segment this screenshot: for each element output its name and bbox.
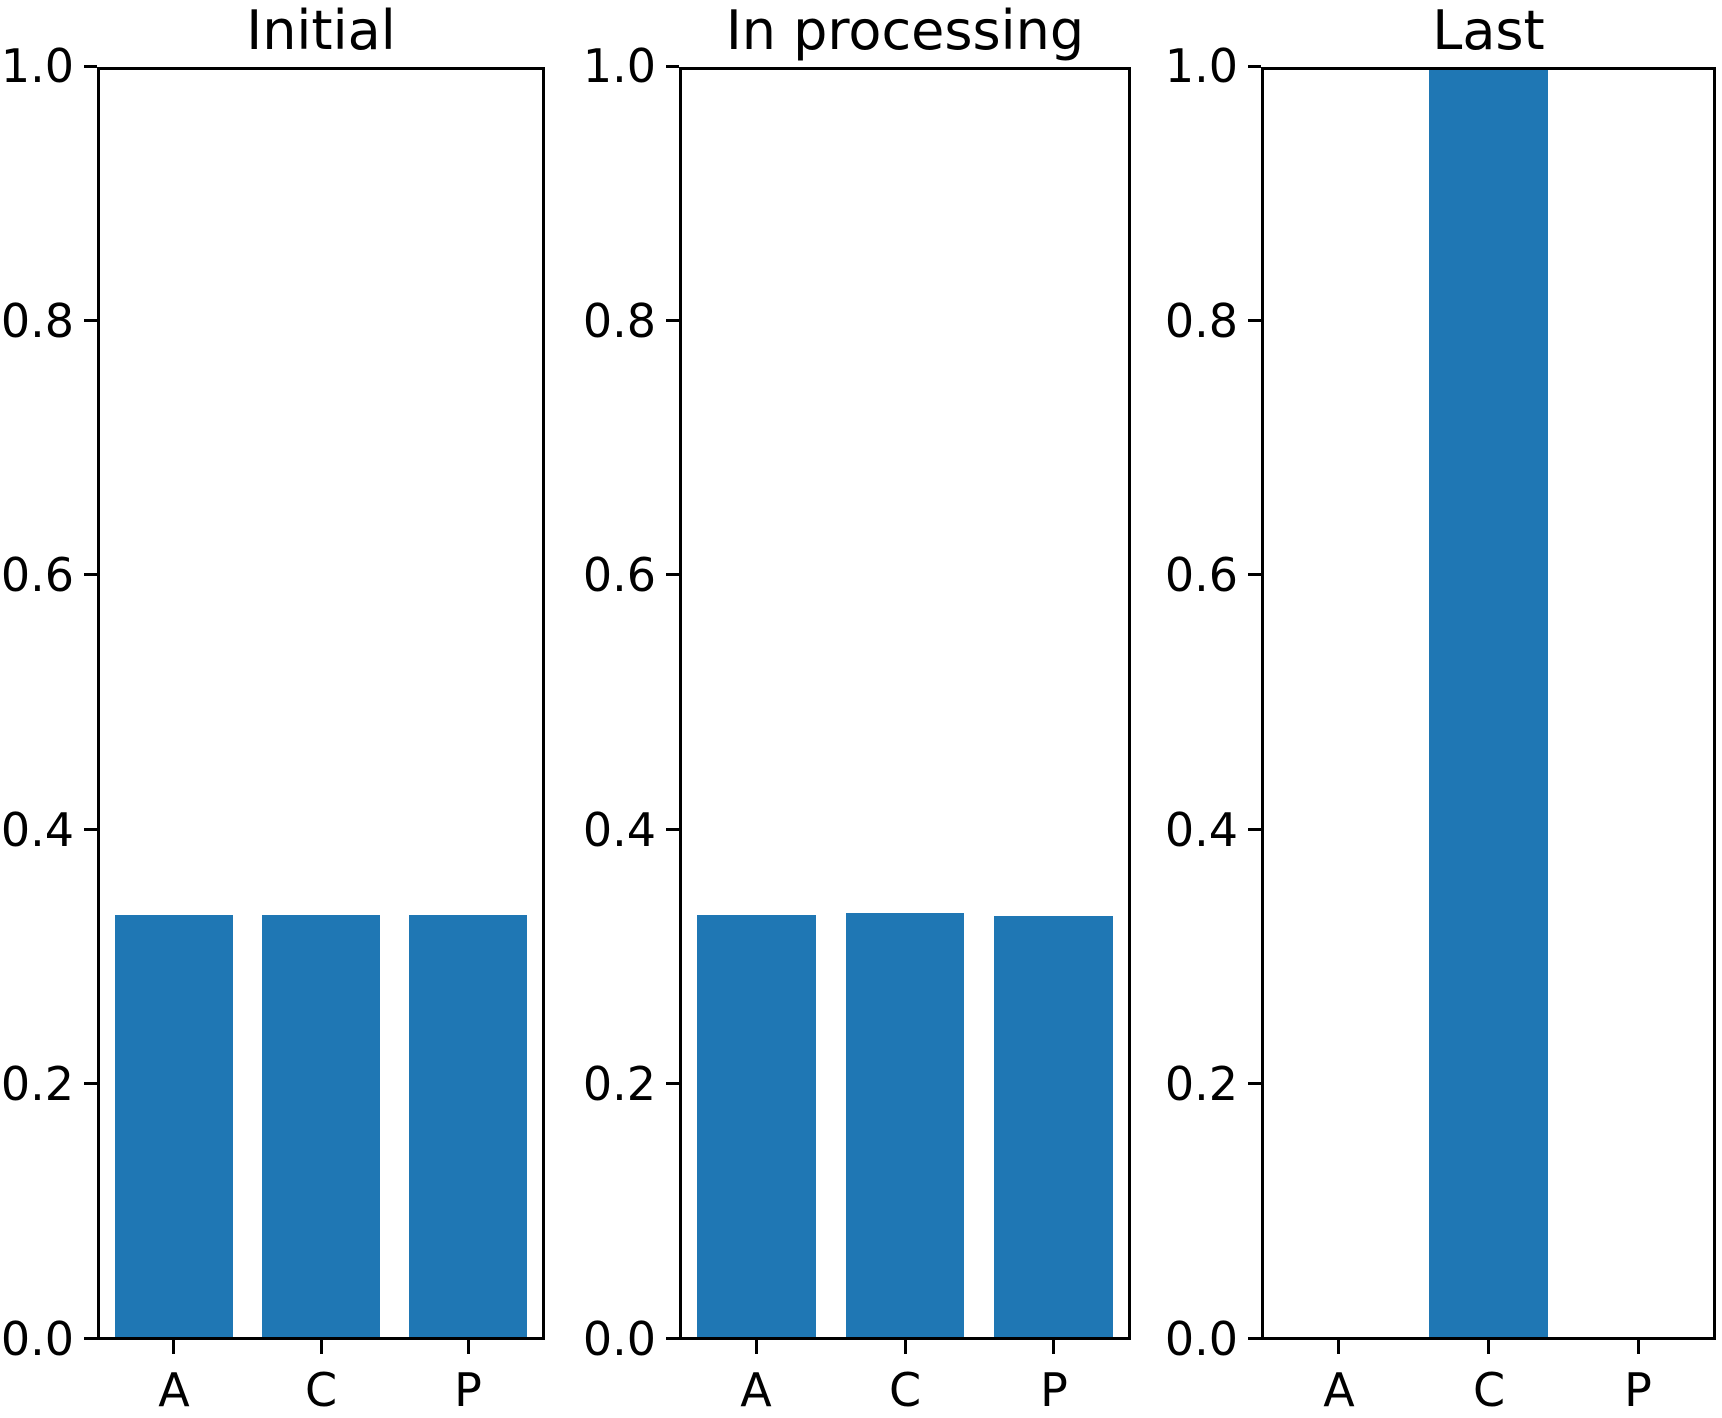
y-tick-label: 0.2 bbox=[582, 1057, 656, 1111]
y-tick-mark bbox=[84, 65, 97, 68]
x-tick-mark bbox=[755, 1340, 758, 1354]
y-tick-mark bbox=[84, 828, 97, 831]
x-tick-label-c: C bbox=[888, 1363, 922, 1417]
bar-c-0 bbox=[262, 915, 380, 1337]
x-tick-label-p: P bbox=[454, 1363, 482, 1417]
y-tick-label: 1.0 bbox=[0, 39, 74, 93]
y-tick-mark bbox=[1248, 65, 1261, 68]
x-tick-mark bbox=[1337, 1340, 1340, 1354]
x-tick-mark bbox=[320, 1340, 323, 1354]
x-tick-mark bbox=[1487, 1340, 1490, 1354]
axes-in-processing bbox=[679, 67, 1131, 1340]
y-tick-mark bbox=[1248, 828, 1261, 831]
y-tick-label: 0.4 bbox=[1164, 803, 1238, 857]
y-tick-mark bbox=[84, 1082, 97, 1085]
y-tick-label: 0.8 bbox=[1164, 294, 1238, 348]
y-tick-mark bbox=[84, 573, 97, 576]
y-tick-label: 0.6 bbox=[1164, 548, 1238, 602]
x-tick-mark bbox=[172, 1340, 175, 1354]
x-tick-label-a: A bbox=[740, 1363, 772, 1417]
x-tick-label-p: P bbox=[1040, 1363, 1068, 1417]
y-tick-label: 0.8 bbox=[582, 294, 656, 348]
axes-last bbox=[1261, 67, 1716, 1340]
subplot-title-initial: Initial bbox=[246, 0, 396, 62]
subplot-title-in-processing: In processing bbox=[725, 0, 1085, 62]
bar-p-0 bbox=[409, 915, 528, 1337]
x-tick-mark bbox=[1052, 1340, 1055, 1354]
y-tick-mark bbox=[1248, 573, 1261, 576]
x-tick-mark bbox=[467, 1340, 470, 1354]
y-tick-mark bbox=[666, 65, 679, 68]
y-tick-label: 0.2 bbox=[0, 1057, 74, 1111]
y-tick-label: 1.0 bbox=[1164, 39, 1238, 93]
y-tick-label: 0.0 bbox=[0, 1312, 74, 1366]
subplot-title-last: Last bbox=[1432, 0, 1545, 62]
y-tick-label: 0.0 bbox=[1164, 1312, 1238, 1366]
x-tick-mark bbox=[904, 1340, 907, 1354]
x-tick-label-p: P bbox=[1624, 1363, 1652, 1417]
y-tick-label: 0.6 bbox=[582, 548, 656, 602]
y-tick-mark bbox=[84, 319, 97, 322]
y-tick-mark bbox=[1248, 319, 1261, 322]
y-tick-mark bbox=[1248, 1337, 1261, 1340]
y-tick-label: 0.0 bbox=[582, 1312, 656, 1366]
bar-a-0 bbox=[114, 915, 233, 1337]
bar-a-1 bbox=[696, 915, 816, 1337]
y-tick-mark bbox=[84, 1337, 97, 1340]
y-tick-mark bbox=[1248, 1082, 1261, 1085]
y-tick-label: 0.8 bbox=[0, 294, 74, 348]
y-tick-label: 0.4 bbox=[582, 803, 656, 857]
y-tick-label: 0.4 bbox=[0, 803, 74, 857]
y-tick-mark bbox=[666, 573, 679, 576]
bar-p-1 bbox=[994, 916, 1114, 1337]
y-tick-mark bbox=[666, 828, 679, 831]
y-tick-label: 0.6 bbox=[0, 548, 74, 602]
x-tick-label-c: C bbox=[304, 1363, 338, 1417]
y-tick-label: 0.2 bbox=[1164, 1057, 1238, 1111]
y-tick-label: 1.0 bbox=[582, 39, 656, 93]
bar-c-2 bbox=[1428, 70, 1549, 1337]
y-tick-mark bbox=[666, 319, 679, 322]
y-tick-mark bbox=[666, 1082, 679, 1085]
x-tick-label-a: A bbox=[1323, 1363, 1355, 1417]
bar-c-1 bbox=[845, 912, 965, 1337]
y-tick-mark bbox=[666, 1337, 679, 1340]
x-tick-label-c: C bbox=[1472, 1363, 1506, 1417]
axes-initial bbox=[97, 67, 545, 1340]
x-tick-label-a: A bbox=[158, 1363, 190, 1417]
x-tick-mark bbox=[1637, 1340, 1640, 1354]
